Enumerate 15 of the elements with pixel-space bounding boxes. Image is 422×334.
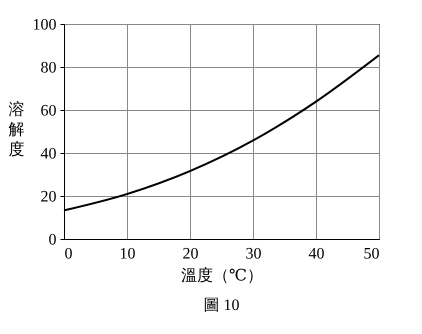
y-tick-label: 60 xyxy=(40,102,56,120)
x-tick-label: 10 xyxy=(120,246,136,262)
y-tick-label: 40 xyxy=(40,146,56,162)
x-tick-label: 40 xyxy=(308,246,324,262)
y-tick-label: 80 xyxy=(40,60,56,76)
x-tick-label: 0 xyxy=(64,246,72,262)
y-axis-title: 溶解度 xyxy=(8,100,24,158)
caption: 圖 10 xyxy=(204,297,240,314)
x-tick-label: 50 xyxy=(364,246,380,262)
y-tick-label: 20 xyxy=(40,188,56,206)
y-tick-label: 0 xyxy=(48,232,56,248)
y-tick-label: 100 xyxy=(32,16,56,34)
x-axis-title: 溫度（℃） xyxy=(181,266,263,284)
x-tick-label: 20 xyxy=(182,246,198,262)
x-tick-label: 30 xyxy=(246,246,262,262)
